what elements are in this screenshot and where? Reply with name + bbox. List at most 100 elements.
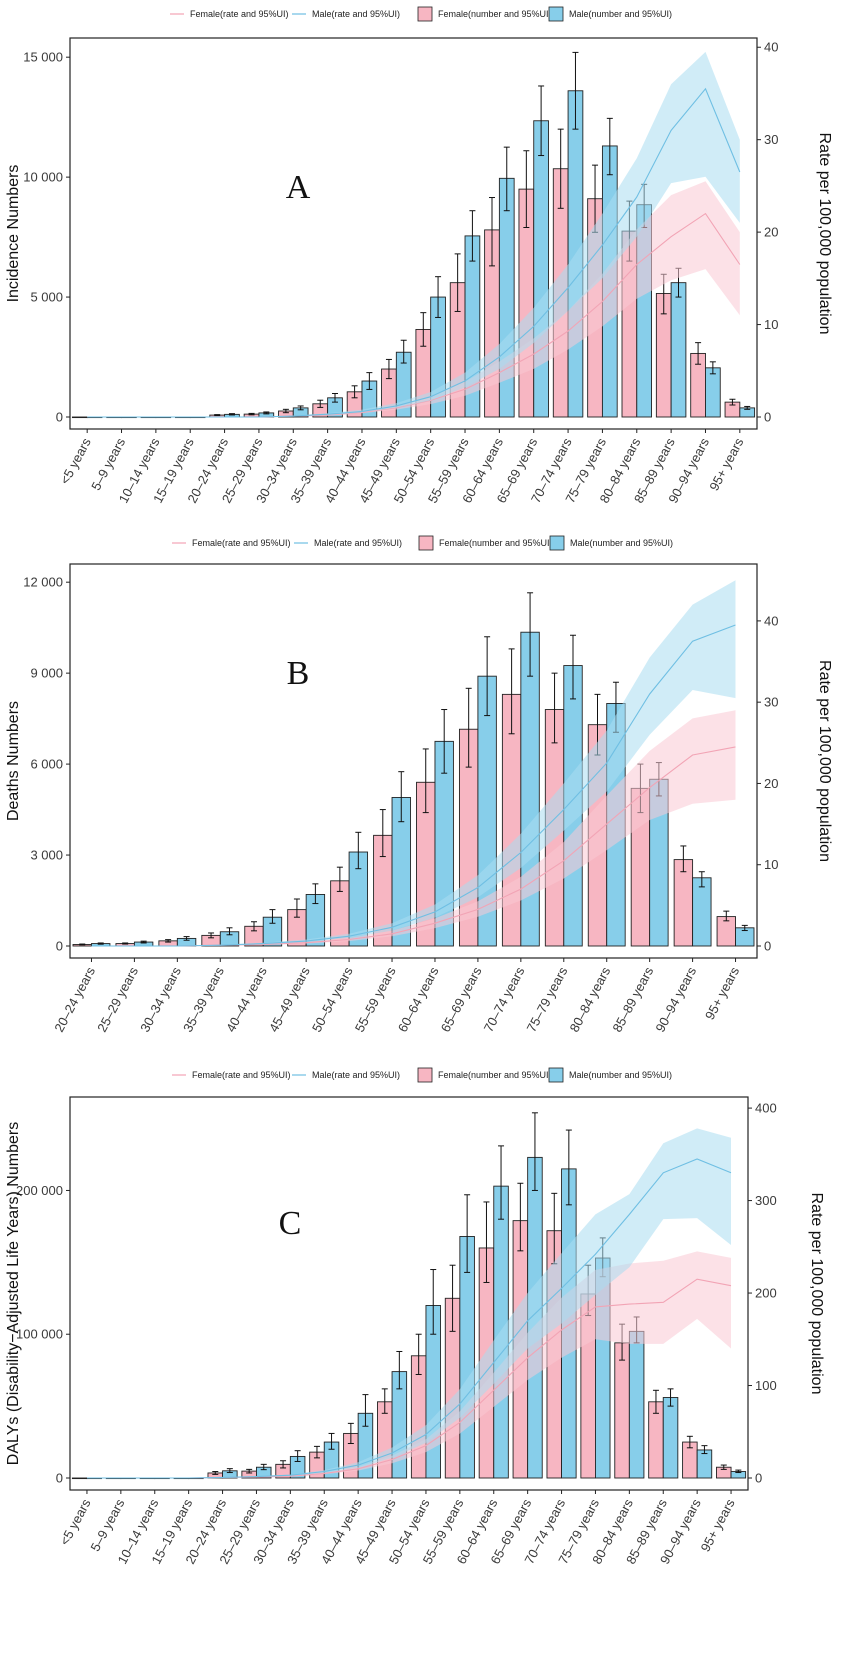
legend: Female(rate and 95%UI) Male(rate and 95%U… <box>170 6 672 22</box>
x-tick-label: 95+ years <box>702 964 742 1022</box>
rate-layer <box>91 580 736 947</box>
male-rate-line <box>87 1158 732 1479</box>
male-error-bar <box>263 411 270 415</box>
female-error-bar <box>465 687 472 768</box>
left-axis: 0 3 000 6 000 9 000 12 000 Deaths Numbers <box>5 575 70 954</box>
legend-female-rate-label: Female(rate and 95%UI) <box>190 9 289 19</box>
male-error-bar <box>183 936 190 941</box>
male-error-bar <box>698 871 705 888</box>
male-bar <box>696 1449 713 1479</box>
male-error-bar <box>430 1269 437 1335</box>
right-axis: 0 10 20 30 40 Rate per 100,000 population <box>757 40 833 425</box>
female-error-bar <box>720 1464 727 1470</box>
x-tick-label: 30–34 years <box>137 964 184 1035</box>
male-error-bar <box>140 940 147 944</box>
legend-female-rate-label: Female(rate and 95%UI) <box>192 1070 291 1080</box>
male-error-bar <box>570 634 577 700</box>
x-tick-label: 80–84 years <box>567 964 614 1035</box>
x-tick-label: 55–59 years <box>352 964 399 1035</box>
male-error-bar <box>572 51 579 130</box>
y2-tick-label: 10 <box>764 857 778 872</box>
panel-b: Female(rate and 95%UI) Male(rate and 95%U… <box>5 535 833 1035</box>
female-error-bar <box>381 1388 388 1414</box>
legend-male-number-label: Male(number and 95%UI) <box>569 1070 672 1080</box>
x-tick-label: 95+ years <box>697 1496 737 1554</box>
x-tick-label: 90–94 years <box>652 964 699 1035</box>
y-tick-label: 9 000 <box>30 666 63 681</box>
female-error-bar <box>454 253 461 312</box>
male-bar <box>670 282 687 418</box>
legend-female-rate-label: Female(rate and 95%UI) <box>192 538 291 548</box>
male-bar <box>705 367 721 418</box>
female-error-bar <box>483 1201 490 1283</box>
male-error-bar <box>498 1145 505 1220</box>
male-error-bar <box>464 1194 471 1273</box>
x-tick-label: 45–49 years <box>266 964 313 1035</box>
male-error-bar <box>398 771 405 823</box>
male-error-bar <box>565 1129 572 1206</box>
female-error-bar <box>79 943 86 946</box>
male-error-bar <box>396 1350 403 1390</box>
y2-tick-label: 30 <box>764 695 778 710</box>
male-error-bar <box>741 924 748 932</box>
female-rate-band <box>87 181 740 417</box>
female-bar <box>71 1477 88 1480</box>
x-tick-label: 65–69 years <box>438 964 485 1035</box>
male-error-bar <box>260 1463 267 1471</box>
female-bar <box>71 416 88 419</box>
y2-tick-label: 40 <box>764 613 778 628</box>
male-error-bar <box>667 1388 674 1407</box>
rate-layer <box>87 1128 732 1479</box>
x-tick-label: 50–54 years <box>309 964 356 1035</box>
male-rate-band <box>87 51 740 418</box>
male-bar <box>628 1330 645 1479</box>
legend-male-number-swatch <box>549 535 565 551</box>
legend-male-rate-label: Male(rate and 95%UI) <box>314 538 402 548</box>
female-error-bar <box>248 412 255 416</box>
male-error-bar <box>269 909 276 924</box>
plot-frame <box>69 37 758 430</box>
y-axis-title: Incidence Numbers <box>5 165 22 303</box>
male-error-bar <box>312 883 319 905</box>
legend-male-rate-label: Male(rate and 95%UI) <box>312 9 400 19</box>
female-error-bar <box>250 921 257 932</box>
male-rate-line <box>87 87 741 418</box>
male-bar <box>533 120 549 418</box>
female-error-bar <box>385 358 392 380</box>
male-bar <box>662 1397 679 1479</box>
female-error-bar <box>488 197 495 267</box>
legend-male-rate-label: Male(rate and 95%UI) <box>312 1070 400 1080</box>
male-error-bar <box>366 372 373 390</box>
y-tick-label: 0 <box>56 1471 63 1486</box>
panel-a: Female(rate and 95%UI) Male(rate and 95%U… <box>5 6 833 506</box>
male-error-bar <box>701 1445 708 1455</box>
female-error-bar <box>214 414 221 417</box>
female-error-bar <box>415 1333 422 1375</box>
male-error-bar <box>328 1432 335 1450</box>
male-error-bar <box>735 1469 742 1474</box>
y2-axis-title: Rate per 100,000 population <box>816 660 833 862</box>
left-axis: 0 5 000 10 000 15 000 Incidence Numbers <box>5 50 70 425</box>
y2-tick-label: 20 <box>764 225 778 240</box>
legend: Female(rate and 95%UI) Male(rate and 95%U… <box>172 535 673 551</box>
female-error-bar <box>280 1460 287 1469</box>
female-rate-band <box>91 710 736 946</box>
x-tick-label: 25–29 years <box>94 964 141 1035</box>
legend-male-number-label: Male(number and 95%UI) <box>569 9 672 19</box>
female-error-bar <box>729 398 736 406</box>
x-tick-label: 40–44 years <box>223 964 270 1035</box>
legend-female-number-label: Female(number and 95%UI) <box>439 538 553 548</box>
x-tick-label: 95+ years <box>706 435 746 493</box>
female-error-bar <box>208 932 215 939</box>
y-tick-label: 15 000 <box>23 50 63 65</box>
male-error-bar <box>400 339 407 364</box>
y2-tick-label: 20 <box>764 776 778 791</box>
x-tick-label: 20–24 years <box>51 964 98 1035</box>
x-tick-label: 75–79 years <box>524 964 571 1035</box>
x-tick-label: <5 years <box>57 1496 94 1548</box>
female-error-bar <box>680 845 687 873</box>
male-error-bar <box>484 636 491 717</box>
